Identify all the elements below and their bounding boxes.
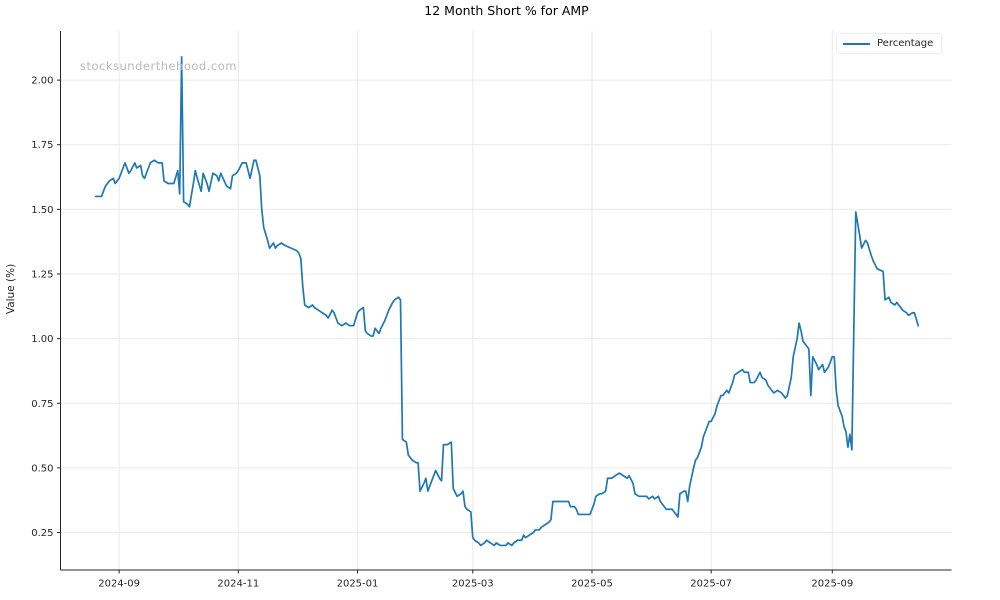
- chart-title: 12 Month Short % for AMP: [424, 3, 589, 18]
- series-line: [94, 56, 920, 547]
- y-tick-label: 0.25: [31, 528, 53, 539]
- legend-line-swatch: [843, 42, 870, 45]
- legend-label: Percentage: [877, 38, 934, 49]
- watermark-text: stocksunderthehood.com: [80, 59, 237, 73]
- y-tick-label: 1.75: [31, 140, 53, 151]
- tick-labels: 0.25 0.50 0.75 1.00 1.25 1.50 1.75 2.00 2024-09 2…: [31, 76, 853, 590]
- legend: Percentage: [836, 33, 943, 54]
- y-tick-label: 1.00: [31, 334, 53, 345]
- gridlines: [60, 31, 952, 570]
- x-tick-label: 2024-09: [98, 579, 140, 590]
- y-tick-label: 1.50: [31, 205, 53, 216]
- y-tick-label: 2.00: [31, 76, 53, 87]
- x-tick-label: 2025-05: [571, 579, 613, 590]
- x-tick-label: 2024-11: [217, 579, 259, 590]
- x-tick-label: 2025-01: [337, 579, 379, 590]
- y-tick-label: 0.50: [31, 463, 53, 474]
- x-tick-label: 2025-03: [452, 579, 494, 590]
- percentage-line: [94, 56, 920, 547]
- y-tick-label: 0.75: [31, 399, 53, 410]
- y-axis-label: Value (%): [5, 263, 17, 315]
- x-tick-label: 2025-07: [690, 579, 732, 590]
- y-tick-label: 1.25: [31, 270, 53, 281]
- axes-spines: [57, 31, 952, 574]
- x-tick-label: 2025-09: [811, 579, 853, 590]
